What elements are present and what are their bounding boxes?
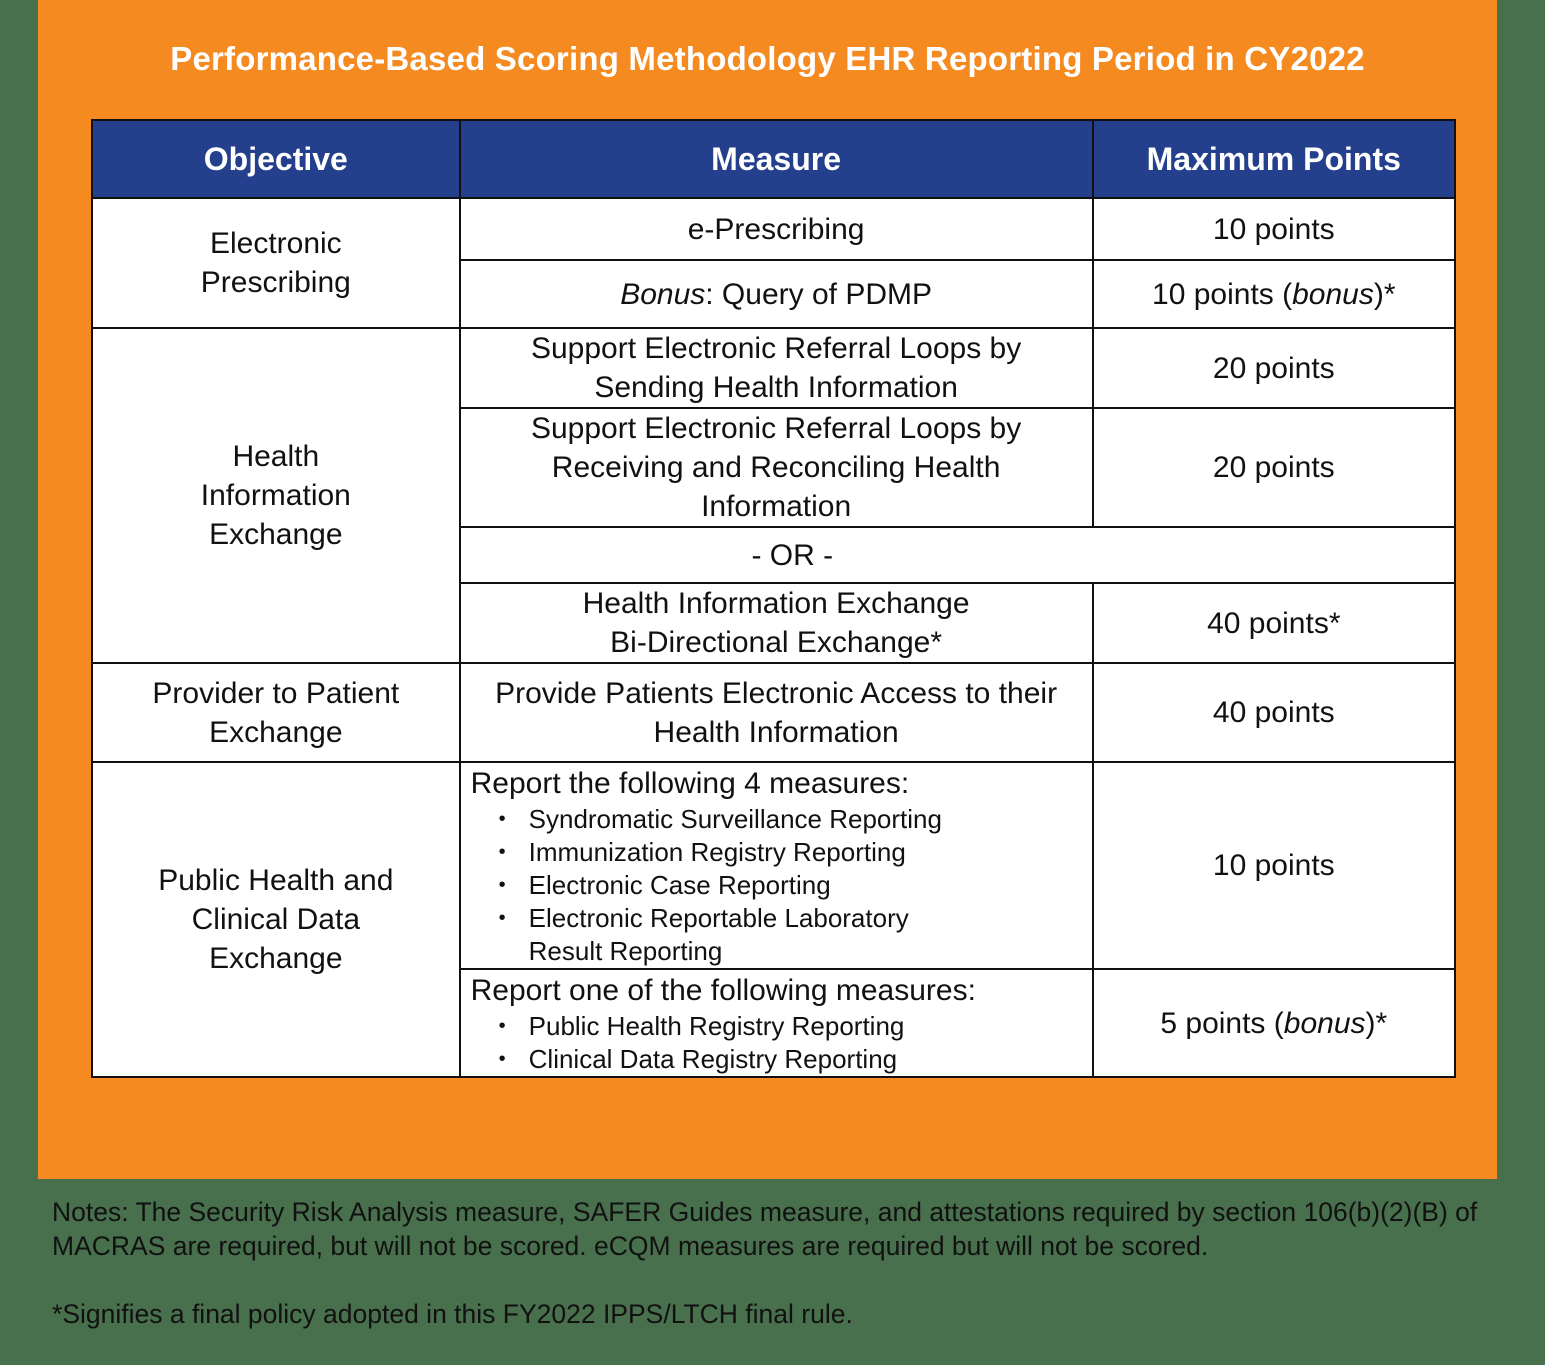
notes-section: Notes: The Security Risk Analysis measur… — [52, 1195, 1522, 1365]
list-item: Syndromatic Surveillance Reporting — [499, 803, 1082, 836]
table-row: Bonus: Query of PDMP 10 points (bonus)* — [92, 259, 1457, 329]
points-hie-bidirectional: 40 points* — [1091, 582, 1457, 664]
measure-serl-send: Support Electronic Referral Loops by Sen… — [458, 327, 1094, 409]
points-pdmp: 10 points (bonus)* — [1091, 259, 1457, 329]
ph-bonus-list: Public Health Registry Reporting Clinica… — [471, 1010, 1082, 1076]
measure-pdmp: Bonus: Query of PDMP — [458, 259, 1094, 329]
bonus-label: Bonus — [620, 277, 706, 311]
ph-required-lead: Report the following 4 measures: — [470, 767, 910, 800]
measure-ph-bonus: Report one of the following measures: Pu… — [458, 968, 1094, 1078]
table-row: - OR - — [92, 526, 1457, 584]
table-row: Provider to Patient Exchange Provide Pat… — [91, 662, 1457, 763]
points-serl-send: 20 points — [1091, 327, 1457, 409]
table-row: Support Electronic Referral Loops by Rec… — [92, 407, 1457, 528]
list-item: Electronic Case Reporting — [499, 869, 1082, 902]
objective-public-health: Public Health and Clinical Data Exchange — [91, 761, 461, 1078]
table-row: Health Information Exchange Bi-Direction… — [92, 582, 1457, 664]
ph-required-list: Syndromatic Surveillance Reporting Immun… — [471, 803, 1082, 968]
objective-electronic-prescribing: Electronic Prescribing — [91, 197, 461, 329]
page-title: Performance-Based Scoring Methodology EH… — [170, 40, 1365, 77]
list-item: Immunization Registry Reporting — [499, 836, 1082, 869]
points-e-prescribing: 10 points — [1091, 197, 1457, 261]
header-maximum-points: Maximum Points — [1091, 119, 1457, 199]
or-divider: - OR - — [458, 526, 1457, 584]
list-item: Public Health Registry Reporting — [499, 1010, 1082, 1043]
footnote-text: *Signifies a final policy adopted in thi… — [52, 1299, 853, 1329]
orange-panel: Performance-Based Scoring Methodology EH… — [38, 0, 1497, 1179]
measure-hie-bidirectional: Health Information Exchange Bi-Direction… — [458, 582, 1094, 664]
header-objective: Objective — [91, 119, 461, 199]
table-row: Report one of the following measures: Pu… — [92, 968, 1457, 1078]
objective-hie: Health Information Exchange — [91, 327, 461, 664]
table-row: Public Health and Clinical Data Exchange… — [91, 761, 1457, 1078]
measure-ph-required: Report the following 4 measures: Syndrom… — [458, 761, 1094, 970]
header-measure: Measure — [458, 119, 1094, 199]
header-row: Objective Measure Maximum Points — [91, 119, 1457, 199]
points-ph-bonus: 5 points (bonus)* — [1091, 968, 1457, 1078]
ph-bonus-lead: Report one of the following measures: — [470, 974, 976, 1007]
points-ph-required: 10 points — [1091, 761, 1457, 970]
table-row: Health Information Exchange Support Elec… — [91, 327, 1457, 664]
measure-serl-receive: Support Electronic Referral Loops by Rec… — [458, 407, 1094, 528]
list-item: Electronic Reportable Laboratory Result … — [499, 902, 1082, 968]
table-row: Electronic Prescribing e-Prescribing 10 … — [91, 197, 1457, 329]
scoring-table: Objective Measure Maximum Points Electro… — [91, 119, 1457, 1078]
objective-provider-to-patient: Provider to Patient Exchange — [91, 662, 461, 763]
measure-patient-access: Provide Patients Electronic Access to th… — [458, 662, 1094, 763]
points-serl-receive: 20 points — [1091, 407, 1457, 528]
notes-text: Notes: The Security Risk Analysis measur… — [52, 1197, 1478, 1261]
measure-e-prescribing: e-Prescribing — [458, 197, 1094, 261]
points-patient-access: 40 points — [1091, 662, 1457, 763]
list-item: Clinical Data Registry Reporting — [499, 1043, 1082, 1076]
